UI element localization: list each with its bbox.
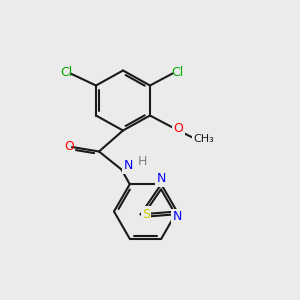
- Text: Cl: Cl: [60, 65, 72, 79]
- Text: N: N: [123, 159, 133, 172]
- Text: N: N: [157, 172, 166, 185]
- Text: H: H: [138, 154, 147, 168]
- Text: Cl: Cl: [171, 65, 183, 79]
- Text: O: O: [64, 140, 74, 154]
- Text: N: N: [172, 210, 182, 224]
- Text: S: S: [142, 208, 150, 221]
- Text: O: O: [174, 122, 183, 136]
- Text: CH₃: CH₃: [194, 134, 214, 145]
